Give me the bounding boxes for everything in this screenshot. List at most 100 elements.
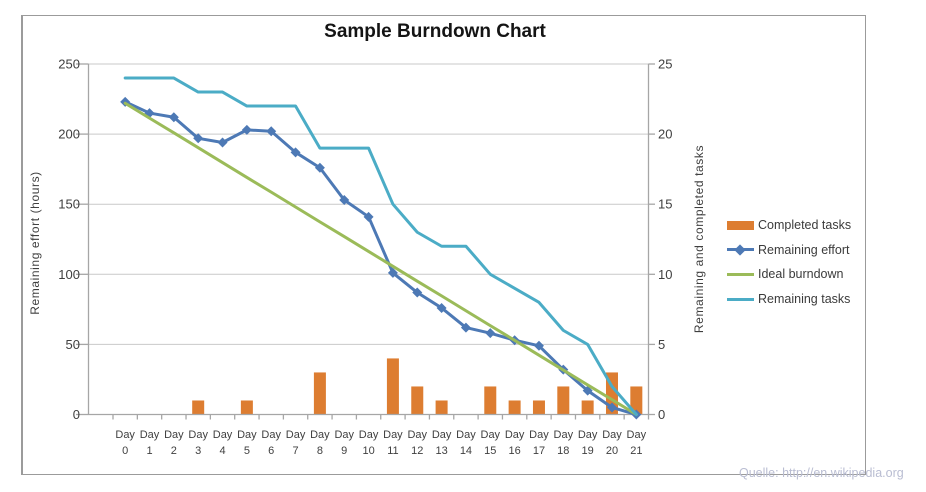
day-label-number: 2: [171, 445, 177, 457]
bar: [435, 400, 448, 415]
right-tick-label: 15: [658, 197, 672, 212]
day-label-number: 10: [362, 445, 374, 457]
diamond-marker-icon: [314, 162, 325, 173]
day-label-word: Day: [529, 429, 549, 441]
ideal-burndown-swatch-icon: [727, 272, 754, 276]
day-label-word: Day: [456, 429, 476, 441]
diamond-marker-icon: [460, 322, 471, 333]
day-label-number: 13: [435, 445, 447, 457]
legend: Completed tasks Remaining effort Ideal b…: [727, 213, 851, 311]
day-label-number: 5: [244, 445, 250, 457]
diamond-marker-icon: [606, 402, 617, 413]
x-axis-labels: Day 0 Day 1 Day 2 Day 3 Day 4 Day 5 Day 6 Day 7 Day 8 Day 9…: [115, 429, 646, 457]
right-tick-label: 20: [658, 127, 672, 142]
day-label-word: Day: [505, 429, 525, 441]
day-label-word: Day: [310, 429, 330, 441]
legend-item-remaining-tasks: Remaining tasks: [727, 287, 851, 312]
bar: [192, 400, 205, 415]
day-label-word: Day: [359, 429, 379, 441]
day-label-word: Day: [237, 429, 257, 441]
axis-tick-labels: 0 50 100 150 200 250 0 5 10 15 20 25: [58, 57, 672, 423]
day-label-number: 6: [268, 445, 274, 457]
day-label-number: 9: [341, 445, 347, 457]
bar: [532, 400, 545, 415]
day-label-number: 18: [557, 445, 569, 457]
right-tick-label: 25: [658, 57, 672, 72]
diamond-marker-icon: [339, 194, 350, 205]
bar: [581, 400, 594, 415]
day-label-number: 8: [317, 445, 323, 457]
day-label-number: 15: [484, 445, 496, 457]
diamond-marker-icon: [734, 244, 746, 256]
day-label-word: Day: [383, 429, 403, 441]
diamond-marker-icon: [217, 137, 228, 148]
diamond-marker-icon: [387, 267, 398, 278]
legend-item-remaining-effort: Remaining effort: [727, 238, 851, 263]
diamond-marker-icon: [363, 211, 374, 222]
diamond-marker-icon: [266, 126, 277, 137]
day-label-number: 14: [460, 445, 472, 457]
bar: [313, 372, 326, 415]
day-label-number: 0: [122, 445, 128, 457]
left-tick-label: 200: [58, 127, 80, 142]
day-label-word: Day: [140, 429, 160, 441]
legend-label: Completed tasks: [758, 218, 852, 233]
day-label-number: 11: [387, 445, 398, 457]
diamond-marker-icon: [168, 112, 179, 123]
day-label-word: Day: [261, 429, 281, 441]
remaining-tasks-line: [123, 76, 638, 416]
right-tick-label: 0: [658, 407, 665, 422]
completed-tasks-swatch-icon: [727, 220, 754, 230]
legend-item-completed-tasks: Completed tasks: [727, 213, 851, 238]
left-tick-label: 150: [58, 197, 80, 212]
bar: [630, 386, 643, 415]
left-tick-label: 50: [66, 337, 80, 352]
legend-label: Ideal burndown: [758, 267, 844, 282]
day-label-number: 4: [219, 445, 225, 457]
completed-tasks-bars: [192, 358, 643, 415]
diamond-marker-icon: [290, 147, 301, 158]
day-label-number: 17: [533, 445, 545, 457]
day-label-word: Day: [188, 429, 208, 441]
remaining-tasks-swatch-icon: [727, 297, 754, 301]
chart-outer-frame: [21, 15, 866, 475]
diamond-marker-icon: [412, 287, 423, 298]
remaining-effort-swatch-icon: [727, 244, 754, 256]
legend-label: Remaining tasks: [758, 292, 851, 307]
day-label-word: Day: [602, 429, 622, 441]
diamond-marker-icon: [485, 328, 496, 339]
day-label-word: Day: [578, 429, 598, 441]
legend-label: Remaining effort: [758, 242, 850, 257]
bar: [484, 386, 497, 415]
day-label-number: 19: [582, 445, 594, 457]
diamond-marker-icon: [436, 302, 447, 313]
chart-title: Sample Burndown Chart: [324, 21, 546, 42]
day-label-number: 21: [630, 445, 642, 457]
day-label-word: Day: [407, 429, 427, 441]
right-tick-label: 10: [658, 267, 672, 282]
day-label-number: 3: [195, 445, 201, 457]
day-label-word: Day: [213, 429, 233, 441]
left-tick-label: 0: [73, 407, 80, 422]
day-label-word: Day: [334, 429, 354, 441]
diamond-marker-icon: [533, 340, 544, 351]
diamond-marker-icon: [241, 124, 252, 135]
day-label-number: 7: [292, 445, 298, 457]
diamond-marker-icon: [193, 133, 204, 144]
day-label-word: Day: [432, 429, 452, 441]
bar: [557, 386, 570, 415]
day-label-number: 20: [606, 445, 618, 457]
day-label-word: Day: [554, 429, 574, 441]
bar: [508, 400, 521, 415]
bar: [386, 358, 399, 415]
left-tick-label: 250: [58, 57, 80, 72]
day-label-word: Day: [164, 429, 184, 441]
gridlines: [88, 63, 649, 345]
watermark: Quelle: http://en.wikipedia.org: [739, 466, 904, 480]
day-label-number: 12: [411, 445, 423, 457]
bar: [411, 386, 424, 415]
day-label-word: Day: [115, 429, 135, 441]
axes: [76, 63, 655, 420]
bar: [240, 400, 253, 415]
